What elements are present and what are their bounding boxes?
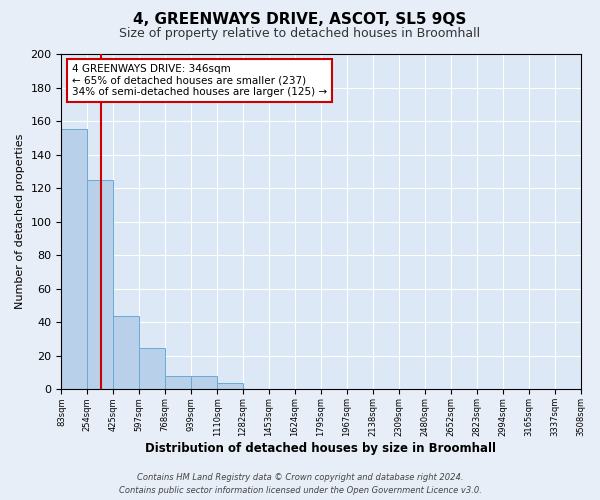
Bar [165,376,191,390]
Text: Contains HM Land Registry data © Crown copyright and database right 2024.
Contai: Contains HM Land Registry data © Crown c… [119,474,481,495]
Text: Size of property relative to detached houses in Broomhall: Size of property relative to detached ho… [119,28,481,40]
Bar [139,348,165,390]
Text: 4 GREENWAYS DRIVE: 346sqm
← 65% of detached houses are smaller (237)
34% of semi: 4 GREENWAYS DRIVE: 346sqm ← 65% of detac… [72,64,327,98]
Bar [217,382,243,390]
Y-axis label: Number of detached properties: Number of detached properties [15,134,25,310]
Bar [191,376,217,390]
Bar [61,130,88,390]
Bar [113,316,139,390]
Text: 4, GREENWAYS DRIVE, ASCOT, SL5 9QS: 4, GREENWAYS DRIVE, ASCOT, SL5 9QS [133,12,467,28]
X-axis label: Distribution of detached houses by size in Broomhall: Distribution of detached houses by size … [145,442,496,455]
Bar [88,180,113,390]
